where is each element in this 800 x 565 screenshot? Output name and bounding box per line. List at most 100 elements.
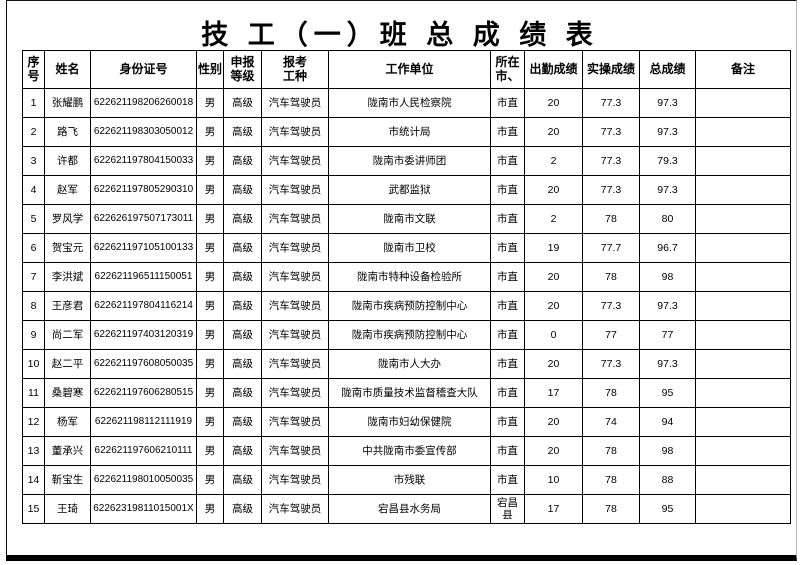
cell-no: 11 [22,378,45,408]
cell-id-number: 622621196511150051 [90,262,197,292]
cell-city: 市直 [490,349,525,379]
cell-total-score: 97.3 [639,291,696,321]
cell-remark [695,146,791,176]
col-header-job-type: 报考 工种 [261,50,329,89]
cell-name: 杨军 [44,407,91,437]
cell-name: 张耀鹏 [44,88,91,118]
cell-remark [695,320,791,350]
cell-total-score: 88 [639,465,696,495]
table-row: 1 张耀鹏 622621198206260018 男高级 汽车驾驶员 陇南市人民检察院 市直… [22,88,791,118]
cell-total-score: 98 [639,262,696,292]
cell-job-type: 汽车驾驶员 [261,378,329,408]
cell-job-type: 汽车驾驶员 [261,262,329,292]
cell-no: 4 [22,175,45,205]
cell-practical-score: 78 [582,494,640,524]
cell-id-number: 622621197805290310 [90,175,197,205]
cell-city: 市直 [490,88,525,118]
cell-name: 靳宝生 [44,465,91,495]
cell-level: 高级 [223,494,262,524]
cell-city: 市直 [490,465,525,495]
cell-id-number: 622621197606280515 [90,378,197,408]
cell-work-unit: 陇南市委讲师团 [328,146,491,176]
cell-work-unit: 中共陇南市委宣传部 [328,436,491,466]
cell-remark [695,494,791,524]
cell-level: 高级 [223,291,262,321]
table-row: 7 李洪斌 622621196511150051 男高级 汽车驾驶员 陇南市特种设备检验所… [22,262,791,292]
cell-gender: 男 [196,465,224,495]
cell-city: 市直 [490,204,525,234]
cell-id-number: 622621197105100133 [90,233,197,263]
cell-job-type: 汽车驾驶员 [261,465,329,495]
cell-city: 市直 [490,407,525,437]
cell-practical-score: 78 [582,378,640,408]
cell-level: 高级 [223,320,262,350]
cell-attendance-score: 0 [524,320,583,350]
col-header-id-number: 身份证号 [90,50,197,89]
cell-attendance-score: 17 [524,494,583,524]
cell-practical-score: 78 [582,262,640,292]
col-header-remark: 备注 [695,50,791,89]
cell-no: 9 [22,320,45,350]
cell-level: 高级 [223,88,262,118]
cell-level: 高级 [223,204,262,234]
cell-job-type: 汽车驾驶员 [261,291,329,321]
cell-id-number: 622621198112111919 [90,407,197,437]
cell-no: 3 [22,146,45,176]
cell-work-unit: 陇南市妇幼保健院 [328,407,491,437]
cell-work-unit: 陇南市卫校 [328,233,491,263]
table-row: 15 王琦 62262319811015001X 男高级 汽车驾驶员 宕昌县水务局 宕昌县 1… [22,494,791,524]
cell-gender: 男 [196,320,224,350]
cell-job-type: 汽车驾驶员 [261,175,329,205]
cell-remark [695,262,791,292]
cell-work-unit: 宕昌县水务局 [328,494,491,524]
cell-attendance-score: 20 [524,436,583,466]
cell-city: 市直 [490,146,525,176]
cell-remark [695,436,791,466]
cell-gender: 男 [196,291,224,321]
table-row: 9 尚二军 622621197403120319 男高级 汽车驾驶员 陇南市疾病预防控制中… [22,320,791,350]
cell-total-score: 79.3 [639,146,696,176]
cell-city: 宕昌县 [490,494,525,524]
cell-total-score: 77 [639,320,696,350]
cell-job-type: 汽车驾驶员 [261,117,329,147]
cell-work-unit: 陇南市人大办 [328,349,491,379]
cell-no: 10 [22,349,45,379]
cell-remark [695,88,791,118]
cell-id-number: 622621198206260018 [90,88,197,118]
cell-no: 7 [22,262,45,292]
table-row: 14 靳宝生 622621198010050035 男高级 汽车驾驶员 市残联 市直 10 78… [22,465,791,495]
cell-name: 贺宝元 [44,233,91,263]
cell-job-type: 汽车驾驶员 [261,407,329,437]
cell-work-unit: 陇南市文联 [328,204,491,234]
cell-job-type: 汽车驾驶员 [261,233,329,263]
cell-attendance-score: 20 [524,291,583,321]
cell-name: 王彦君 [44,291,91,321]
col-header-work-unit: 工作单位 [328,50,491,89]
cell-attendance-score: 10 [524,465,583,495]
table-row: 6 贺宝元 622621197105100133 男高级 汽车驾驶员 陇南市卫校 市直 19 7… [22,233,791,263]
cell-work-unit: 陇南市疾病预防控制中心 [328,291,491,321]
header-row: 序 号姓名 身份证号 性别 申报 等级 报考 工种 工作单位 所在 市、 出勤成绩 实操成绩 总成… [22,50,791,89]
cell-id-number: 622621197804150033 [90,146,197,176]
cell-level: 高级 [223,436,262,466]
col-header-gender: 性别 [196,50,224,89]
col-header-level: 申报 等级 [223,50,262,89]
cell-name: 赵军 [44,175,91,205]
cell-job-type: 汽车驾驶员 [261,88,329,118]
cell-level: 高级 [223,146,262,176]
cell-name: 路飞 [44,117,91,147]
table-body: 1 张耀鹏 622621198206260018 男高级 汽车驾驶员 陇南市人民检察院 市直… [22,88,791,524]
cell-total-score: 97.3 [639,117,696,147]
cell-level: 高级 [223,407,262,437]
cell-id-number: 622621197608050035 [90,349,197,379]
cell-city: 市直 [490,175,525,205]
cell-practical-score: 77.7 [582,233,640,263]
cell-total-score: 97.3 [639,175,696,205]
cell-gender: 男 [196,262,224,292]
cell-city: 市直 [490,291,525,321]
cell-gender: 男 [196,88,224,118]
cell-remark [695,407,791,437]
cell-remark [695,291,791,321]
cell-name: 尚二军 [44,320,91,350]
cell-total-score: 94 [639,407,696,437]
